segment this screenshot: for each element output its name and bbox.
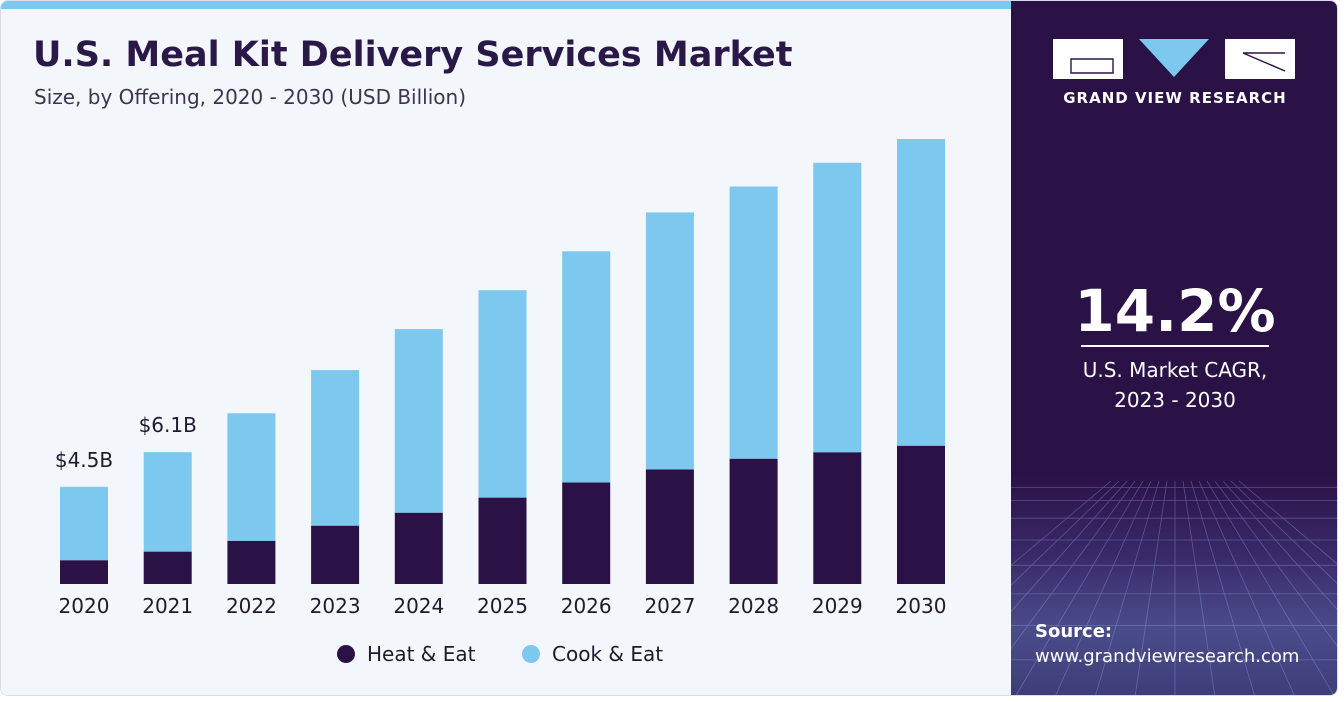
- x-tick-label: 2021: [142, 594, 193, 618]
- data-label-2021: $6.1B: [139, 413, 197, 437]
- source-label: Source:: [1035, 621, 1113, 642]
- bar-heat-and-eat-2028: [729, 458, 778, 584]
- grid-line: [1011, 481, 1136, 650]
- grid-line: [1206, 481, 1335, 695]
- cagr-label: U.S. Market CAGR, 2023 - 2030: [1011, 355, 1337, 415]
- bar-heat-and-eat-2022: [227, 540, 276, 584]
- chart-title: U.S. Meal Kit Delivery Services Market: [33, 35, 793, 75]
- bar-heat-and-eat-2020: [60, 560, 108, 584]
- bar-cook-and-eat-2026: [562, 251, 611, 483]
- chart-subtitle: Size, by Offering, 2020 - 2030 (USD Bill…: [34, 85, 466, 109]
- bar-cook-and-eat-2021: [143, 452, 192, 552]
- bar-heat-and-eat-2026: [562, 482, 611, 584]
- x-tick-label: 2026: [561, 594, 612, 618]
- bar-heat-and-eat-2024: [394, 512, 443, 584]
- grid-line: [1214, 481, 1337, 647]
- legend-label-cook-and-eat: Cook & Eat: [552, 642, 663, 666]
- grid-line: [1011, 481, 1120, 586]
- grid-line: [1095, 481, 1160, 695]
- bar-heat-and-eat-2023: [311, 525, 360, 584]
- legend-label-heat-and-eat: Heat & Eat: [367, 642, 476, 666]
- x-tick-label: 2028: [728, 594, 779, 618]
- bar-cook-and-eat-2027: [645, 212, 694, 470]
- grid-line: [1134, 481, 1168, 695]
- bar-heat-and-eat-2029: [813, 452, 862, 584]
- x-tick-label: 2029: [812, 594, 863, 618]
- grid-line: [1230, 481, 1337, 584]
- bar-cook-and-eat-2030: [897, 139, 945, 446]
- cagr-divider: [1081, 345, 1269, 347]
- x-tick-label: 2030: [896, 594, 947, 618]
- bar-heat-and-eat-2021: [143, 551, 192, 584]
- bar-cook-and-eat-2023: [311, 370, 360, 526]
- x-tick-label: 2025: [477, 594, 528, 618]
- grand-view-research-logo: [1053, 39, 1295, 79]
- bar-cook-and-eat-2029: [813, 162, 862, 453]
- brand-panel: GRAND VIEW RESEARCH 14.2% U.S. Market CA…: [1011, 1, 1337, 695]
- bar-cook-and-eat-2020: [60, 486, 108, 561]
- grid-line: [1015, 481, 1144, 695]
- grid-line: [1011, 481, 1128, 613]
- grid-line: [1011, 481, 1112, 566]
- brand-name: GRAND VIEW RESEARCH: [1063, 89, 1287, 107]
- source-url[interactable]: www.grandviewresearch.com: [1035, 646, 1300, 667]
- cagr-label-line1: U.S. Market CAGR,: [1082, 358, 1268, 382]
- grid-line: [1190, 481, 1255, 695]
- cagr-label-line2: 2023 - 2030: [1114, 388, 1236, 412]
- perspective-grid-decoration: [1011, 481, 1337, 695]
- x-tick-label: 2023: [310, 594, 361, 618]
- grid-line: [1198, 481, 1295, 695]
- x-tick-label: 2022: [226, 594, 277, 618]
- grid-line: [1055, 481, 1152, 695]
- x-tick-label: 2027: [644, 594, 695, 618]
- bar-heat-and-eat-2030: [897, 445, 945, 584]
- legend-swatch-heat-and-eat: [337, 645, 355, 663]
- bar-heat-and-eat-2027: [645, 469, 694, 584]
- cagr-value: 14.2%: [1074, 277, 1276, 345]
- bar-cook-and-eat-2028: [729, 186, 778, 459]
- legend-swatch-cook-and-eat: [522, 645, 540, 663]
- grid-line: [1238, 481, 1337, 565]
- bar-cook-and-eat-2022: [227, 413, 276, 541]
- grid-line: [1222, 481, 1337, 610]
- chart-panel: U.S. Meal Kit Delivery Services Market S…: [1, 1, 1011, 695]
- data-label-2020: $4.5B: [55, 448, 113, 472]
- bar-cook-and-eat-2024: [394, 329, 443, 513]
- top-accent-bar: [1, 1, 1011, 9]
- bar-cook-and-eat-2025: [478, 290, 527, 498]
- x-tick-label: 2020: [59, 594, 110, 618]
- stacked-bar-chart: 2020 $4.5B 2021 $6.1B 2022 2023 2024 2025 2026 20…: [55, 139, 947, 666]
- bar-heat-and-eat-2025: [478, 497, 527, 584]
- grid-line: [1182, 481, 1216, 695]
- x-tick-label: 2024: [393, 594, 444, 618]
